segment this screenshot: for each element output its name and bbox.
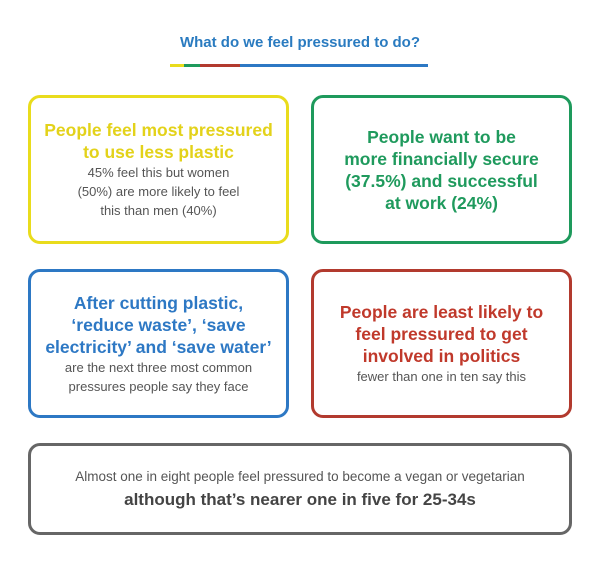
card-waste: After cutting plastic, ‘reduce waste’, ‘… [28,269,289,418]
card-politics: People are least likely to feel pressure… [311,269,572,418]
card-politics-headline-2: feel pressured to get [355,324,528,344]
card-plastic-headline-2: to use less plastic [83,142,234,162]
card-waste-body-2: pressures people say they face [68,378,249,394]
underline-red [200,64,240,67]
card-politics-headline-1: People are least likely to [339,302,544,322]
card-waste-headline-2: ‘reduce waste’, ‘save [71,314,246,335]
card-vegan-headline-1: although that’s nearer one in five for 2… [124,490,476,509]
card-plastic: People feel most pressured to use less p… [28,95,289,244]
card-waste-headline-3: electricity’ and ‘save water’ [45,336,272,357]
card-politics-body-1: fewer than one in ten say this [356,369,527,384]
card-waste-body-1: are the next three most common [64,359,253,375]
card-vegan-body-1: Almost one in eight people feel pressure… [75,469,525,484]
card-plastic-body-3: this than men (40%) [100,203,217,218]
card-vegan: Almost one in eight people feel pressure… [28,443,572,535]
card-finance-headline-2: more financially secure [344,148,539,169]
underline-yellow [170,64,184,67]
page-title: What do we feel pressured to do? [179,34,421,51]
card-politics-headline-3: involved in politics [362,346,521,366]
card-finance: People want to be more financially secur… [311,95,572,244]
card-finance-headline-4: at work (24%) [385,192,498,213]
underline-green [184,64,200,67]
card-plastic-headline-1: People feel most pressured [44,120,273,140]
card-waste-headline-1: After cutting plastic, [73,292,244,313]
card-finance-headline-3: (37.5%) and successful [345,170,538,191]
card-plastic-body-2: (50%) are more likely to feel [77,184,240,199]
title-underline [170,64,428,67]
card-plastic-body-1: 45% feel this but women [87,165,230,180]
card-finance-headline-1: People want to be [367,126,516,147]
underline-blue [240,64,428,67]
